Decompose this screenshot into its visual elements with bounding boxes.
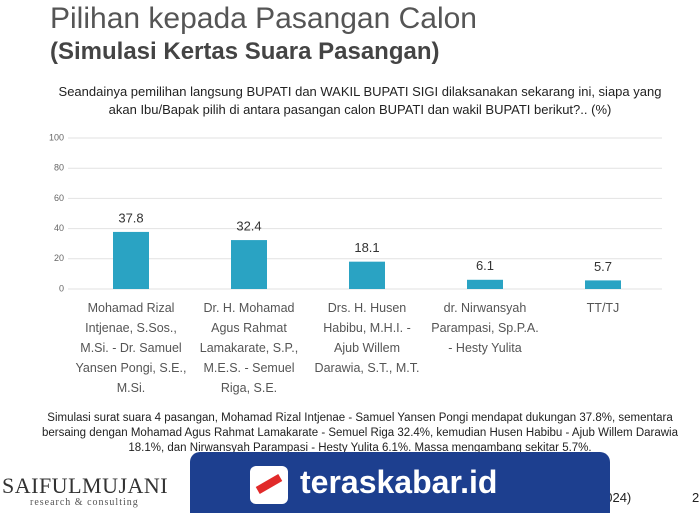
y-tick-label: 20: [54, 253, 64, 263]
logo: SAIFULMUJANI: [2, 473, 169, 498]
value-label: 6.1: [476, 258, 494, 273]
bar: [113, 231, 149, 289]
icon-stripe: [255, 474, 283, 494]
y-tick-label: 40: [54, 223, 64, 233]
x-tick-label: TT/TJ: [586, 301, 620, 315]
y-tick-label: 100: [49, 132, 64, 142]
y-tick-label: 80: [54, 163, 64, 173]
value-label: 32.4: [236, 219, 261, 234]
bar: [585, 280, 621, 289]
page-number: 2: [692, 490, 700, 505]
watermark-text: teraskabar.id: [300, 464, 498, 500]
x-tick-label: Dr. H. Mohamad Agus Rahmat Lamakarate, S…: [199, 301, 299, 395]
x-tick-label: Mohamad Rizal Intjenae, S.Sos., M.Si. - …: [75, 301, 187, 395]
value-label: 37.8: [118, 210, 143, 225]
bar: [349, 261, 385, 289]
watermark-icon: [250, 466, 288, 504]
value-label: 5.7: [594, 259, 612, 274]
x-tick-label: Drs. H. Husen Habibu, M.H.I. - Ajub Will…: [314, 301, 420, 375]
watermark-banner: teraskabar.id: [190, 452, 610, 513]
x-tick-label: dr. Nirwansyah Parampasi, Sp.P.A. - Hest…: [431, 301, 539, 355]
y-tick-label: 60: [54, 193, 64, 203]
note: Simulasi surat suara 4 pasangan, Mohamad…: [41, 412, 679, 454]
title: Pilihan kepada Pasangan Calon: [50, 2, 477, 35]
question: Seandainya pemilihan langsung BUPATI dan…: [58, 84, 662, 117]
value-label: 18.1: [354, 240, 379, 255]
subtitle: (Simulasi Kertas Suara Pasangan): [50, 38, 440, 65]
y-tick-label: 0: [59, 283, 64, 293]
bar: [467, 279, 503, 289]
bar: [231, 240, 267, 289]
logo-sub: research & consulting: [30, 497, 139, 508]
